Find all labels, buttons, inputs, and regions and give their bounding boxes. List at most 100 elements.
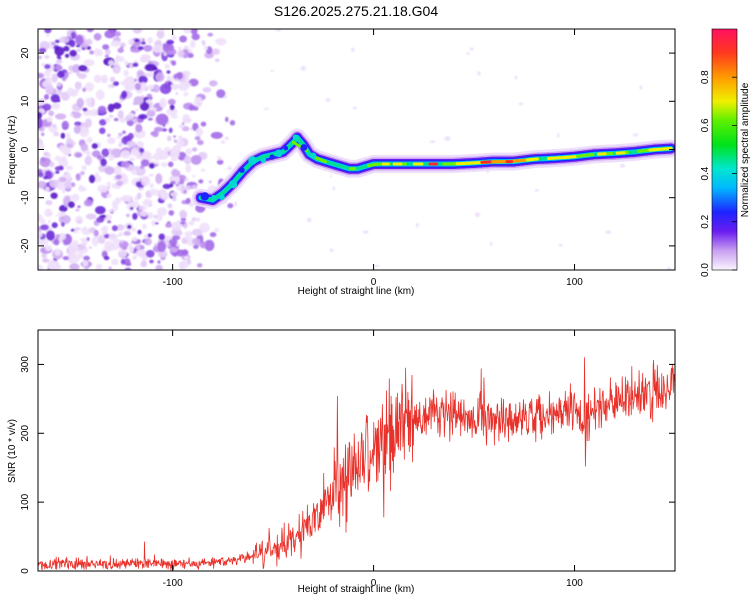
spectrogram-noise-cell [108,266,112,270]
spectrogram-noise-cell [159,97,167,109]
spectrogram-blob [269,154,275,160]
spectrogram-noise-cell [172,146,179,152]
spectrogram-blob [228,180,238,189]
spectrogram-noise-cell [166,70,171,74]
spectrogram-noise-cell [179,35,188,43]
spectrogram-y-label: Frequency (Hz) [7,116,18,185]
spectrogram-noise-cell [167,98,176,106]
spectrogram-noise-cell [234,201,238,207]
spectrogram-noise-cell [57,99,61,103]
spectrogram-blob [300,144,308,151]
spectrogram-noise-cell [138,75,148,84]
spectrogram-noise-cell [518,102,524,106]
spectrogram-noise-cell [171,60,177,66]
spectrogram-noise-cell [55,234,61,238]
spectrogram-noise-cell [104,54,109,58]
spectrogram-noise-cell [307,217,312,223]
spectrogram-noise-cell [107,133,111,137]
spectrogram-noise-cell [140,250,144,255]
spectrogram-hotspot [576,153,595,158]
spectrogram-noise-cell [204,46,208,51]
spectrogram-noise-cell [192,238,201,245]
spectrogram-noise-cell [108,233,117,241]
spectrogram-noise-cell [216,159,224,165]
spectrogram-noise-cell [148,173,154,177]
spectrogram-noise-cell [99,119,107,126]
spectrogram-noise-cell [77,219,82,224]
spectrogram-noise-cell [80,171,85,176]
spectrogram-noise-cell [204,51,214,59]
spectrogram-noise-cell [124,60,129,66]
spectrogram-noise-cell [180,221,186,225]
spectrogram-noise-cell [169,104,175,111]
spectrogram-noise-cell [558,244,563,247]
spectrogram-noise-cell [91,150,101,158]
spectrogram-noise-cell [119,239,124,244]
spectrogram-noise-cell [38,47,47,53]
spectrogram-noise-cell [184,231,193,237]
spectrogram-noise-cell [55,113,67,120]
spectrogram-noise-cell [141,41,146,45]
spectrogram-x-tick-label: -100 [163,277,183,288]
spectrogram-noise-cell [167,75,171,80]
spectrogram-noise-cell [215,38,220,43]
spectrogram-y-tick-label: 10 [20,95,31,107]
spectrogram-noise-cell [88,246,92,249]
spectrogram-noise-cell [124,115,133,121]
spectrogram-noise-cell [605,230,611,235]
spectrogram-noise-cell [71,193,80,202]
spectrogram-noise-cell [145,72,154,78]
spectrogram-x-tick-label: 100 [566,277,583,288]
spectrogram-noise-cell [86,102,92,107]
spectrogram-noise-cell [140,159,150,167]
spectrogram-hotspot [662,147,673,151]
spectrogram-noise-cell [132,255,137,260]
spectrogram-noise-cell [64,53,70,58]
spectrogram-x-ticks: -100 0 100 [163,29,583,288]
spectrogram-noise-cell [57,211,66,217]
spectrogram-noise-cell [198,179,204,184]
spectrogram-noise-cell [178,124,185,129]
spectrogram-noise-cell [66,151,70,154]
spectrogram-noise-cell [55,170,60,174]
spectrogram-noise-cell [196,263,203,268]
spectrogram-noise-cell [87,227,95,234]
spectrogram-noise-cell [38,231,43,238]
spectrogram-noise-cell [110,76,116,83]
spectrogram-noise-cell [45,84,54,94]
spectrogram-noise-cell [51,222,58,229]
spectrogram-noise-cell [56,89,63,96]
spectrogram-noise-cell [208,180,212,184]
spectrogram-noise-cell [74,121,82,127]
spectrogram-noise-cell [126,262,132,267]
spectrogram-noise-cell [184,255,189,260]
spectrogram-noise-cell [145,250,155,258]
spectrogram-noise-cell [170,83,179,90]
spectrogram-noise-cell [39,157,52,168]
spectrogram-noise-cell [131,236,138,242]
spectrogram-noise-cell [154,126,164,132]
spectrogram-noise-cell [166,107,178,116]
spectrogram-noise-cell [97,105,107,114]
spectrogram-noise-cell [207,32,214,37]
spectrogram-noise-cell [73,125,81,134]
spectrogram-noise-cell [120,80,129,86]
spectrogram-noise-cell [214,58,220,63]
colorbar-gradient [712,29,737,270]
spectrogram-noise-cell [444,136,451,141]
spectrogram-noise-cell [155,72,165,82]
spectrogram-noise-cell [44,208,53,217]
spectrogram-noise-cell [107,220,112,224]
spectrogram-noise-cell [169,247,178,253]
spectrogram-noise-cell [106,181,112,187]
snr-y-tick-label: 300 [20,356,31,373]
spectrogram-noise-cell [58,214,71,225]
spectrogram-blob [200,192,209,201]
spectrogram-noise-cell [140,211,148,217]
spectrogram-noise-cell [129,157,136,162]
spectrogram-noise-cell [168,127,173,133]
spectrogram-noise-cell [175,222,182,231]
spectrogram-noise-cell [133,96,144,106]
spectrogram-noise-cell [177,50,185,58]
